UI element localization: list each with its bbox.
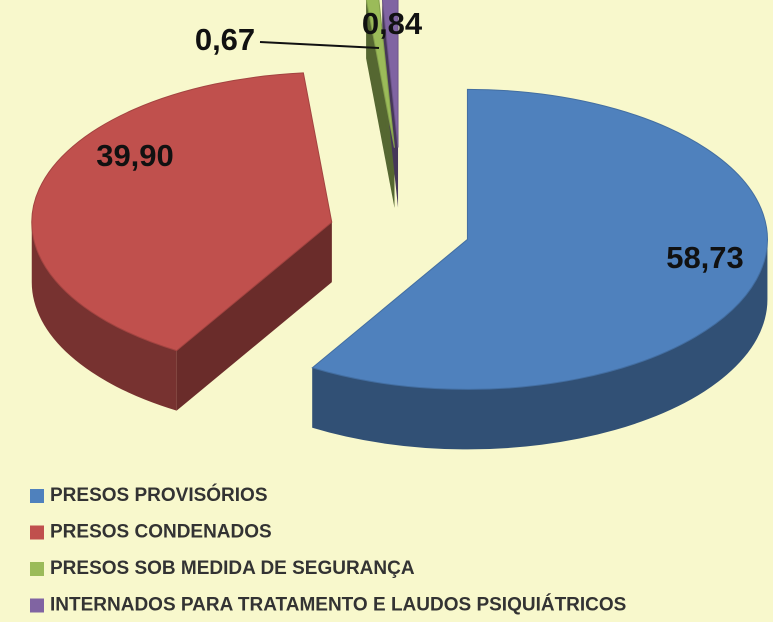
slice-side: [176, 222, 332, 411]
slice-side: [31, 222, 177, 411]
slice: [381, 0, 399, 148]
data-label: 58,73: [666, 240, 744, 275]
legend-label: INTERNADOS PARA TRATAMENTO E LAUDOS PSIQ…: [50, 594, 626, 616]
data-label: 0,84: [362, 6, 423, 41]
slice-side: [312, 239, 768, 450]
legend-swatch: [30, 489, 44, 503]
slice-side: [366, 0, 395, 208]
slice: [365, 0, 395, 148]
legend-label: PRESOS PROVISÓRIOS: [50, 484, 268, 506]
slice-tops: [31, 0, 768, 390]
legend-swatch: [30, 598, 44, 613]
leader-line: [259, 41, 380, 49]
slice: [311, 88, 768, 390]
slice: [31, 72, 333, 352]
data-label: 39,90: [96, 138, 174, 173]
legend-swatch: [30, 562, 44, 576]
data-label: 0,67: [195, 22, 255, 57]
legend-label: PRESOS SOB MEDIDA DE SEGURANÇA: [50, 558, 415, 579]
legend-swatch: [30, 525, 44, 540]
legend-label: PRESOS CONDENADOS: [50, 522, 272, 543]
